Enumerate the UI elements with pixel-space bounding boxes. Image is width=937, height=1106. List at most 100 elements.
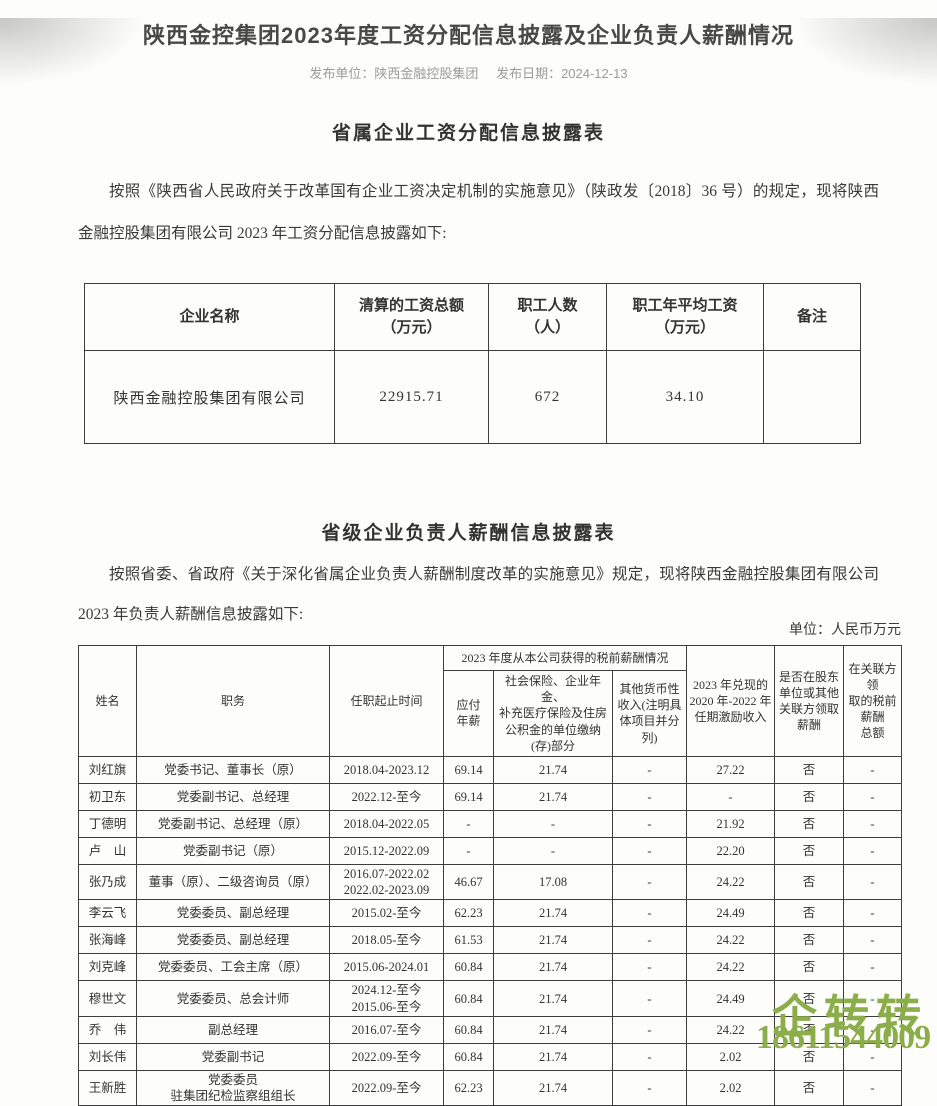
header-company: 企业名称 [84, 283, 335, 351]
table-header-row-2: 应付 年薪 社会保险、企业年金、 补充医疗保险及住房 公积金的单位缴纳 (存)部… [79, 670, 902, 757]
cell-related-party: 否 [774, 899, 845, 928]
cell-name: 穆世文 [78, 980, 137, 1017]
cell-incentive: 2.02 [686, 1069, 776, 1106]
table-row: 穆世文 党委委员、总会计师 2024.12-至今 2015.06-至今 60.8… [78, 980, 903, 1017]
cell-related-total: - [843, 899, 903, 928]
table-header-row: 企业名称 清算的工资总额 （万元） 职工人数 （人） 职工年平均工资 （万元） … [84, 283, 861, 351]
cell-name: 张海峰 [78, 926, 137, 955]
cell-related-party: 否 [774, 980, 845, 1017]
header-incentive: 2023 年兑现的 2020 年-2022 年 任期激励收入 [686, 645, 776, 757]
cell-related-party: 否 [774, 755, 845, 784]
executive-salary-table: 姓名 职务 任职起止时间 2023 年度从本公司获得的税前薪酬情况 2023 年… [78, 645, 903, 1106]
page-title: 陕西金控集团2023年度工资分配信息披露及企业负责人薪酬情况 [143, 23, 794, 48]
cell-annual-salary: 60.84 [443, 1042, 494, 1071]
table-row: 卢 山 党委副书记（原） 2015.12-2022.09 - - - 22.20… [78, 836, 903, 865]
cell-incentive: - [686, 782, 776, 811]
wage-section-heading: 省属企业工资分配信息披露表 [331, 123, 605, 144]
cell-avg-wage: 34.10 [606, 350, 764, 444]
cell-term: 2015.02-至今 [329, 899, 444, 928]
cell-name: 初卫东 [78, 782, 137, 811]
cell-term: 2018.05-至今 [329, 926, 444, 955]
cell-other-income: - [611, 836, 688, 865]
cell-other-income: - [611, 926, 688, 955]
cell-other-income: - [611, 1015, 688, 1044]
cell-position: 党委副书记、总经理（原） [136, 809, 330, 838]
cell-related-party: 否 [774, 863, 845, 901]
header-related-party: 是否在股东 单位或其他 关联方领取 薪酬 [774, 645, 845, 757]
cell-incentive: 24.22 [686, 1015, 776, 1044]
cell-insurance: 21.74 [493, 1069, 613, 1106]
cell-position: 党委委员、副总经理 [136, 899, 330, 928]
table-row: 丁德明 党委副书记、总经理（原） 2018.04-2022.05 - - - 2… [78, 809, 903, 838]
cell-position: 党委委员、副总经理 [136, 926, 330, 955]
cell-total-wage: 22915.71 [334, 350, 489, 444]
cell-related-party: 否 [774, 1069, 845, 1106]
cell-term: 2016.07-2022.02 2022.02-2023.09 [329, 863, 444, 901]
cell-other-income: - [611, 1042, 688, 1071]
cell-name: 刘红旗 [78, 755, 137, 784]
cell-annual-salary: 69.14 [443, 782, 494, 811]
header-other-income: 其他货币性 收入(注明具 体项目并分 列) [611, 670, 688, 757]
cell-name: 乔 伟 [78, 1015, 137, 1044]
header-name: 姓名 [78, 645, 137, 757]
cell-annual-salary: - [443, 836, 494, 865]
cell-name: 卢 山 [78, 836, 137, 865]
cell-related-party: 否 [774, 1015, 845, 1044]
cell-position: 党委委员、工会主席（原） [136, 953, 330, 982]
wage-disclosure-table: 企业名称 清算的工资总额 （万元） 职工人数 （人） 职工年平均工资 （万元） … [84, 283, 861, 444]
cell-term: 2018.04-2023.12 [329, 755, 444, 784]
cell-term: 2015.12-2022.09 [329, 836, 444, 865]
header-insurance: 社会保险、企业年金、 补充医疗保险及住房 公积金的单位缴纳 (存)部分 [493, 670, 613, 757]
cell-term: 2018.04-2022.05 [329, 809, 444, 838]
cell-related-party: 否 [774, 926, 845, 955]
cell-insurance: - [493, 836, 613, 865]
cell-name: 张乃成 [78, 863, 137, 901]
cell-other-income: - [611, 1069, 688, 1106]
publish-date-label: 发布日期：2024-12-13 [496, 66, 628, 81]
header-remark: 备注 [763, 283, 861, 351]
cell-annual-salary: 62.23 [443, 1069, 494, 1106]
header-annual-salary: 应付 年薪 [443, 670, 494, 757]
cell-annual-salary: 62.23 [443, 899, 494, 928]
cell-name: 丁德明 [78, 809, 137, 838]
cell-annual-salary: - [443, 809, 494, 838]
salary-section-paragraph: 按照省委、省政府《关于深化省属企业负责人薪酬制度改革的实施意见》规定，现将陕西金… [78, 566, 879, 623]
table-row: 乔 伟 副总经理 2016.07-至今 60.84 21.74 - 24.22 … [78, 1015, 903, 1044]
cell-name: 刘长伟 [78, 1042, 137, 1071]
table-row: 李云飞 党委委员、副总经理 2015.02-至今 62.23 21.74 - 2… [78, 899, 903, 928]
table-row: 王新胜 党委委员 驻集团纪检监察组组长 2022.09-至今 62.23 21.… [78, 1069, 903, 1106]
cell-term: 2016.07-至今 [329, 1015, 444, 1044]
header-total-wage: 清算的工资总额 （万元） [334, 283, 489, 351]
cell-related-total: - [843, 809, 903, 838]
cell-position: 党委书记、董事长（原） [136, 755, 330, 784]
table-row: 刘长伟 党委副书记 2022.09-至今 60.84 21.74 - 2.02 … [78, 1042, 903, 1071]
cell-related-total: - [843, 953, 903, 982]
cell-term: 2024.12-至今 2015.06-至今 [329, 980, 444, 1017]
header-term: 任职起止时间 [329, 645, 444, 757]
cell-other-income: - [611, 980, 688, 1017]
table-row: 刘克峰 党委委员、工会主席（原） 2015.06-2024.01 60.84 2… [78, 953, 903, 982]
cell-incentive: 21.92 [686, 809, 776, 838]
cell-related-total: - [843, 836, 903, 865]
cell-position: 党委副书记 [136, 1042, 330, 1071]
cell-name: 王新胜 [78, 1069, 137, 1106]
cell-annual-salary: 69.14 [443, 755, 494, 784]
cell-company: 陕西金融控股集团有限公司 [84, 350, 335, 444]
cell-position: 党委副书记（原） [136, 836, 330, 865]
wage-section-paragraph: 按照《陕西省人民政府关于改革国有企业工资决定机制的实施意见》（陕政发〔2018〕… [78, 183, 879, 242]
cell-incentive: 24.22 [686, 926, 776, 955]
salary-section-heading: 省级企业负责人薪酬信息披露表 [321, 523, 616, 544]
cell-annual-salary: 60.84 [443, 1015, 494, 1044]
table-row: 刘红旗 党委书记、董事长（原） 2018.04-2023.12 69.14 21… [78, 755, 903, 784]
cell-related-total: - [843, 782, 903, 811]
unit-note: 单位：人民币万元 [789, 623, 901, 638]
header-avg-wage: 职工年平均工资 （万元） [606, 283, 764, 351]
cell-related-total: - [843, 863, 903, 901]
cell-incentive: 22.20 [686, 836, 776, 865]
cell-annual-salary: 60.84 [443, 980, 494, 1017]
cell-insurance: 17.08 [493, 863, 613, 901]
cell-insurance: 21.74 [493, 953, 613, 982]
table-row: 陕西金融控股集团有限公司 22915.71 672 34.10 [84, 350, 861, 444]
cell-incentive: 24.22 [686, 863, 776, 901]
header-employees: 职工人数 （人） [488, 283, 607, 351]
